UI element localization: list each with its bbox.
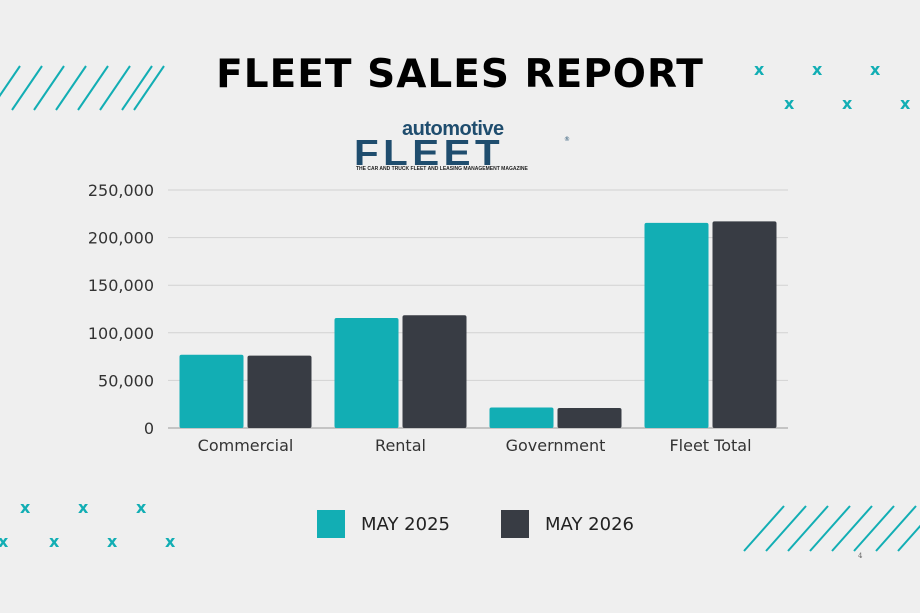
- decor-mark: x: [136, 498, 147, 517]
- decor-mark: x: [842, 94, 853, 113]
- stripes-bottom-right: [743, 505, 920, 552]
- decor-mark: x: [107, 532, 118, 551]
- y-tick-label: 200,000: [88, 229, 154, 248]
- x-tick-label: Commercial: [198, 436, 294, 455]
- logo-top-text: automotive: [402, 118, 504, 140]
- bar-rental-series-2: [402, 315, 467, 428]
- decor-mark: x: [812, 60, 823, 79]
- decor-mark: x: [900, 94, 911, 113]
- legend-swatch: [317, 510, 345, 538]
- x-tick-label: Fleet Total: [669, 436, 751, 455]
- bar-fleet-total-series-2: [712, 221, 777, 428]
- bar-fleet-total-series-1: [644, 222, 709, 428]
- bar-rental-series-1: [334, 318, 399, 428]
- logo-tagline: THE CAR AND TRUCK FLEET AND LEASING MANA…: [356, 166, 528, 172]
- legend-swatch: [501, 510, 529, 538]
- stripes-top-left: [0, 65, 165, 111]
- decor-mark: x: [0, 532, 9, 551]
- page-title: FLEET SALES REPORT: [216, 52, 704, 97]
- legend-label: MAY 2026: [545, 513, 634, 535]
- logo-main-text: FLEET: [354, 132, 505, 173]
- page-number: 4: [858, 552, 863, 560]
- x-tick-label: Rental: [375, 436, 426, 455]
- decor-mark: x: [20, 498, 31, 517]
- legend-item-may-2026: MAY 2026: [501, 510, 634, 538]
- decor-mark: x: [49, 532, 60, 551]
- y-tick-label: 50,000: [98, 371, 154, 390]
- bar-government-series-2: [557, 408, 622, 428]
- bar-commercial-series-1: [179, 354, 244, 428]
- decor-mark: x: [754, 60, 765, 79]
- bar-commercial-series-2: [247, 355, 312, 428]
- logo-registered-mark: ®: [564, 136, 570, 143]
- automotive-fleet-logo: automotive FLEET ® THE CAR AND TRUCK FLE…: [352, 118, 572, 178]
- y-tick-label: 100,000: [88, 324, 154, 343]
- x-tick-label: Government: [506, 436, 606, 455]
- y-tick-label: 250,000: [88, 181, 154, 200]
- decor-mark: x: [78, 498, 89, 517]
- bar-government-series-1: [489, 407, 554, 428]
- decor-mark: x: [870, 60, 881, 79]
- bar-chart: 0 50,000 100,000 150,000 200,000 250,000 Comme…: [88, 181, 788, 455]
- y-tick-label: 150,000: [88, 276, 154, 295]
- decor-mark: x: [165, 532, 176, 551]
- decor-mark: x: [784, 94, 795, 113]
- legend-item-may-2025: MAY 2025: [317, 510, 450, 538]
- y-tick-label: 0: [144, 419, 154, 438]
- legend-label: MAY 2025: [361, 513, 450, 535]
